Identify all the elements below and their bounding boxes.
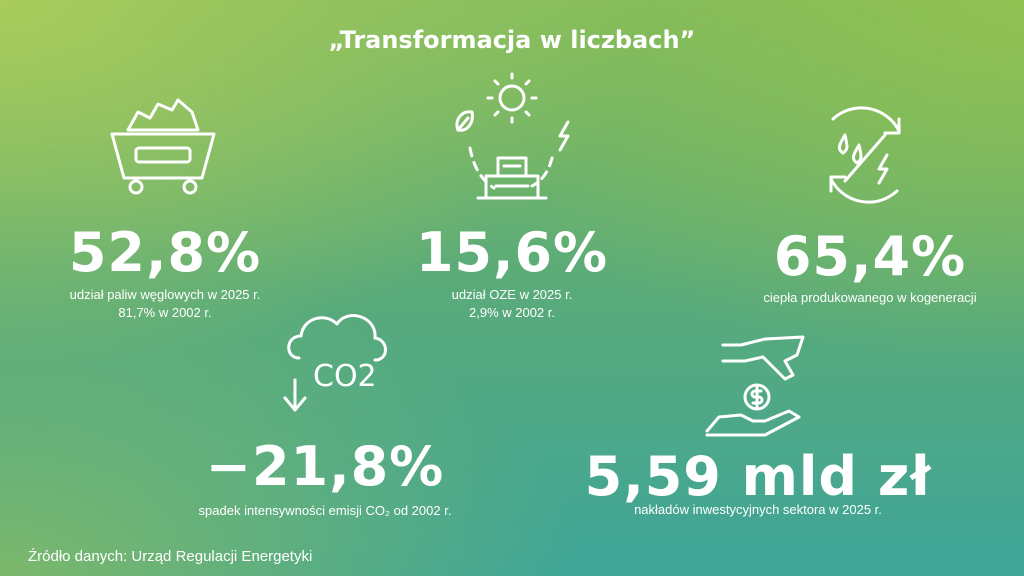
stat-value: 15,6% (415, 221, 609, 284)
cogeneration-icon (829, 106, 901, 204)
stat-desc: udział OZE w 2025 r. (451, 287, 573, 302)
stat-desc: udział paliw węglowych w 2025 r. (69, 287, 261, 302)
source: Źródło danych: Urząd Regulacji Energetyk… (28, 548, 313, 565)
stat-value: −21,8% (205, 435, 445, 498)
stat-desc: 81,7% w 2002 r. (118, 305, 212, 320)
co2-label: CO2 (313, 359, 377, 394)
renewable-icon (455, 72, 570, 200)
title: „Transformacja w liczbach” (328, 26, 696, 54)
stat-desc: ciepła produkowanego w kogeneracji (763, 290, 977, 305)
investment-icon (705, 335, 805, 437)
stat-value: 5,59 mld zł (584, 445, 932, 508)
stat-desc: nakładów inwestycyjnych sektora w 2025 r… (634, 502, 882, 517)
co2-icon: CO2 (283, 314, 387, 412)
stat-value: 52,8% (68, 221, 262, 284)
stat-desc: spadek intensywności emisji CO₂ od 2002 … (198, 503, 452, 518)
coal-cart-icon (110, 98, 216, 195)
stat-value: 65,4% (773, 225, 967, 288)
stat-desc: 2,9% w 2002 r. (469, 305, 555, 320)
